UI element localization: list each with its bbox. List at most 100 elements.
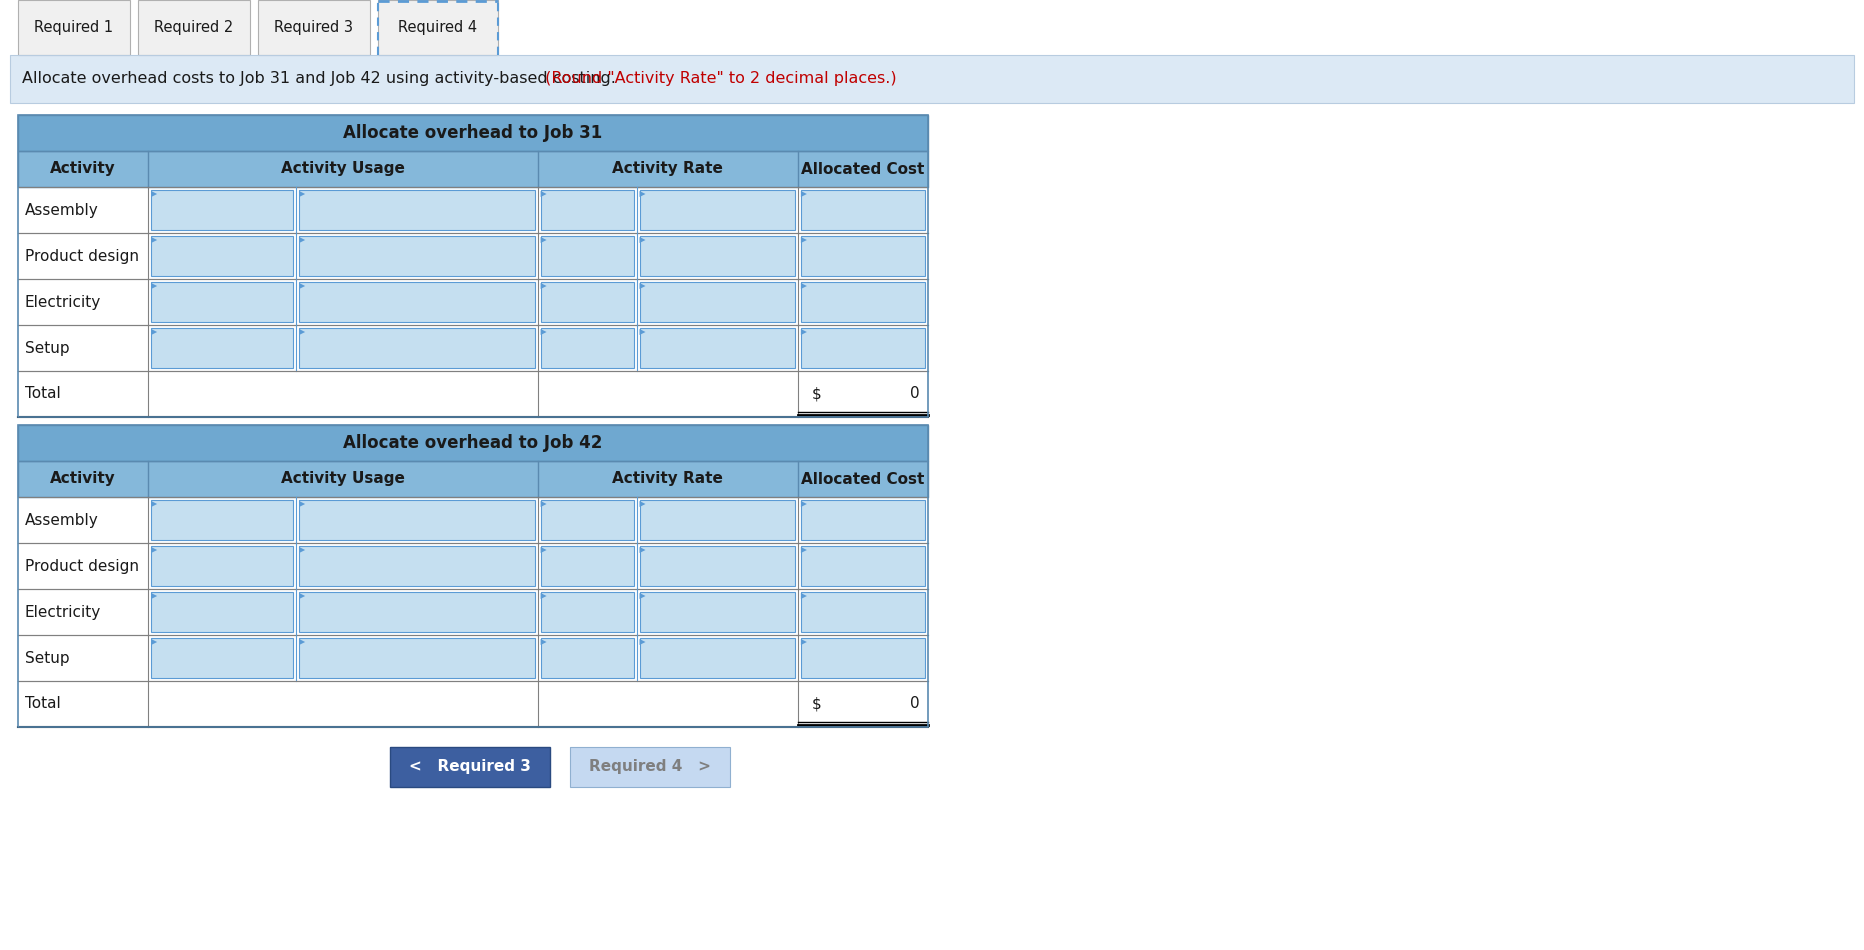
- Bar: [541, 546, 634, 586]
- Polygon shape: [541, 639, 546, 645]
- Bar: [298, 500, 535, 540]
- Bar: [151, 592, 293, 632]
- Bar: [298, 190, 535, 230]
- Bar: [802, 328, 925, 368]
- Polygon shape: [639, 191, 645, 197]
- Bar: [541, 282, 634, 322]
- Text: Electricity: Electricity: [24, 604, 101, 619]
- Polygon shape: [151, 329, 157, 335]
- Text: $: $: [813, 696, 822, 712]
- Polygon shape: [639, 639, 645, 645]
- Bar: [541, 500, 634, 540]
- Text: Activity Rate: Activity Rate: [611, 162, 723, 177]
- Bar: [19, 233, 928, 279]
- Bar: [19, 461, 928, 497]
- Polygon shape: [802, 547, 807, 553]
- Bar: [639, 638, 794, 678]
- Polygon shape: [802, 237, 807, 243]
- Polygon shape: [151, 283, 157, 289]
- Bar: [19, 115, 928, 151]
- Bar: [151, 282, 293, 322]
- Polygon shape: [639, 329, 645, 335]
- Text: Allocate overhead costs to Job 31 and Job 42 using activity-based costing.: Allocate overhead costs to Job 31 and Jo…: [22, 71, 615, 86]
- Bar: [802, 282, 925, 322]
- Bar: [639, 592, 794, 632]
- Bar: [151, 328, 293, 368]
- Bar: [151, 328, 293, 368]
- Polygon shape: [541, 237, 546, 243]
- Bar: [802, 282, 925, 322]
- Bar: [541, 638, 634, 678]
- Bar: [298, 190, 535, 230]
- Text: Assembly: Assembly: [24, 512, 99, 527]
- Bar: [541, 282, 634, 322]
- Bar: [298, 546, 535, 586]
- Bar: [378, 0, 498, 55]
- Polygon shape: [541, 191, 546, 197]
- Polygon shape: [151, 593, 157, 599]
- Bar: [151, 282, 293, 322]
- Text: Allocated Cost: Allocated Cost: [802, 162, 925, 177]
- Bar: [390, 747, 550, 787]
- Bar: [541, 592, 634, 632]
- Bar: [19, 425, 928, 461]
- Bar: [151, 190, 293, 230]
- Text: Electricity: Electricity: [24, 294, 101, 310]
- Text: Setup: Setup: [24, 340, 69, 355]
- Polygon shape: [298, 593, 306, 599]
- Text: Product design: Product design: [24, 249, 140, 263]
- Bar: [639, 328, 794, 368]
- Polygon shape: [298, 547, 306, 553]
- Polygon shape: [639, 501, 645, 507]
- Bar: [541, 190, 634, 230]
- Bar: [19, 497, 928, 543]
- Bar: [298, 500, 535, 540]
- Bar: [298, 282, 535, 322]
- Polygon shape: [802, 191, 807, 197]
- Bar: [639, 500, 794, 540]
- Polygon shape: [151, 639, 157, 645]
- Bar: [802, 190, 925, 230]
- Polygon shape: [541, 283, 546, 289]
- Text: Product design: Product design: [24, 559, 140, 574]
- Bar: [390, 747, 550, 787]
- Bar: [298, 638, 535, 678]
- Polygon shape: [802, 593, 807, 599]
- Bar: [298, 592, 535, 632]
- Bar: [151, 500, 293, 540]
- Bar: [19, 543, 928, 589]
- Bar: [138, 0, 250, 55]
- Bar: [541, 190, 634, 230]
- Bar: [541, 500, 634, 540]
- Bar: [9, 55, 1855, 103]
- Text: 0: 0: [910, 696, 921, 712]
- Bar: [19, 279, 928, 325]
- Polygon shape: [151, 191, 157, 197]
- Text: Activity Usage: Activity Usage: [281, 471, 404, 486]
- Bar: [138, 0, 250, 55]
- Bar: [19, 187, 928, 233]
- Polygon shape: [298, 283, 306, 289]
- Bar: [19, 371, 928, 417]
- Bar: [19, 589, 928, 635]
- Bar: [541, 328, 634, 368]
- Polygon shape: [298, 237, 306, 243]
- Bar: [19, 55, 928, 103]
- Polygon shape: [639, 237, 645, 243]
- Polygon shape: [541, 547, 546, 553]
- Bar: [639, 546, 794, 586]
- Text: Activity Rate: Activity Rate: [611, 471, 723, 486]
- Bar: [151, 592, 293, 632]
- Bar: [802, 546, 925, 586]
- Bar: [19, 425, 928, 727]
- Text: Allocate overhead to Job 31: Allocate overhead to Job 31: [343, 124, 602, 142]
- Bar: [802, 500, 925, 540]
- Bar: [639, 592, 794, 632]
- Bar: [19, 0, 130, 55]
- Bar: [639, 328, 794, 368]
- Bar: [298, 236, 535, 276]
- Bar: [639, 236, 794, 276]
- Bar: [19, 461, 928, 497]
- Bar: [570, 747, 731, 787]
- Polygon shape: [298, 329, 306, 335]
